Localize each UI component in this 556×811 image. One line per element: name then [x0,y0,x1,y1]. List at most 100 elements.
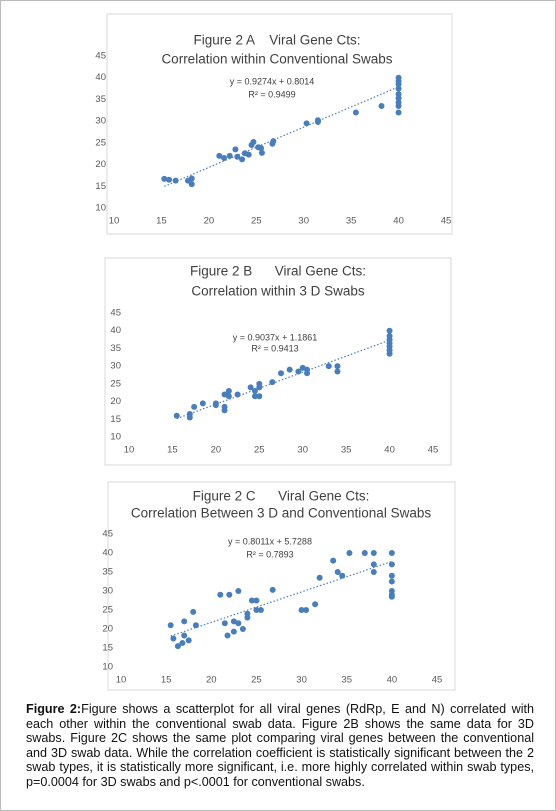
x-tick-label: 35 [346,216,357,227]
data-point [361,550,368,556]
y-tick-label: 20 [110,396,121,407]
y-tick-label: 10 [95,203,106,214]
data-point [388,550,395,556]
data-point [244,610,251,617]
caption-label: Figure 2: [26,702,82,716]
trendline-equation: y = 0.8011x + 5.7288 [228,536,312,546]
data-point [172,177,179,184]
y-tick-label: 15 [102,643,113,654]
data-point [221,407,228,414]
y-tick-label: 30 [110,361,121,372]
data-point [395,85,402,92]
data-point [386,333,393,340]
data-point [230,618,237,625]
y-tick-label: 45 [110,308,121,319]
y-tick-label: 25 [95,137,106,148]
data-point [258,149,265,156]
chart-frame [106,13,453,235]
data-point [253,597,260,604]
data-point [221,620,228,627]
data-point [173,412,180,419]
y-tick-label: 15 [95,181,106,192]
x-tick-label: 25 [254,445,265,456]
data-point [239,626,246,632]
y-tick-label: 10 [102,662,113,673]
data-point [370,569,377,575]
data-point [199,400,206,407]
data-point [190,608,197,615]
data-point [221,155,228,162]
caption-text: Figure shows a scatterplot for all viral… [26,702,534,789]
data-point [370,561,377,568]
chart-title: Figure 2 B Viral Gene Cts: [190,264,366,279]
chart-frame [107,481,456,691]
trendline-equation: R² = 0.7893 [246,549,293,559]
x-tick-label: 15 [156,216,167,227]
y-tick-label: 40 [95,72,106,83]
x-tick-label: 45 [441,216,452,227]
data-point [270,138,277,145]
x-tick-label: 35 [341,675,352,686]
y-tick-label: 20 [95,159,106,170]
data-point [303,607,310,613]
data-point [312,601,319,608]
data-point [170,635,177,642]
data-point [167,622,174,629]
trendline-equation: R² = 0.9499 [248,89,295,99]
y-tick-label: 35 [95,94,106,105]
data-point [388,561,395,568]
data-point [226,591,233,598]
data-point [248,597,255,604]
data-point [217,591,224,598]
x-tick-label: 30 [297,445,308,456]
data-point [251,387,258,394]
data-point [298,607,305,613]
chart-title: Figure 2 A Viral Gene Cts: [193,33,360,48]
caption: Figure 2:Figure shows a scatterplot for … [26,702,534,790]
y-tick-label: 40 [102,548,113,559]
data-point [269,379,276,386]
data-point [395,109,402,116]
trendline-equation: y = 0.9274x + 0.8014 [230,76,315,86]
data-point [224,632,231,639]
data-point [225,387,232,394]
y-tick-label: 25 [102,605,113,616]
data-point [388,572,395,579]
data-point [325,363,332,370]
chart-title: Figure 2 C Viral Gene Cts: [193,489,370,504]
data-point [245,151,252,158]
x-tick-label: 30 [296,675,307,686]
y-tick-label: 30 [95,116,106,127]
x-tick-label: 10 [116,675,127,686]
data-point [269,586,276,593]
data-point [346,550,353,556]
data-point [303,120,310,127]
y-tick-label: 45 [95,51,106,62]
data-point [257,607,264,613]
data-point [388,593,395,600]
data-point [186,410,193,417]
data-point [225,393,232,400]
data-point [295,368,302,375]
x-tick-label: 45 [432,675,443,686]
chart-title: Correlation within Conventional Swabs [161,52,392,67]
data-point [370,550,377,556]
data-point [278,370,284,377]
trendline-equation: y = 0.9037x + 1.1861 [233,332,318,342]
data-point [226,152,233,159]
data-point [330,557,337,564]
data-point [166,176,173,183]
y-tick-label: 20 [102,624,113,635]
data-point [352,109,359,116]
x-tick-label: 20 [206,675,217,686]
data-point [230,628,237,635]
y-tick-label: 35 [110,343,121,354]
data-point [234,391,241,398]
data-point [258,145,265,152]
data-point [235,620,242,627]
data-point [395,91,402,98]
x-tick-label: 15 [167,445,178,456]
data-point [192,622,199,629]
